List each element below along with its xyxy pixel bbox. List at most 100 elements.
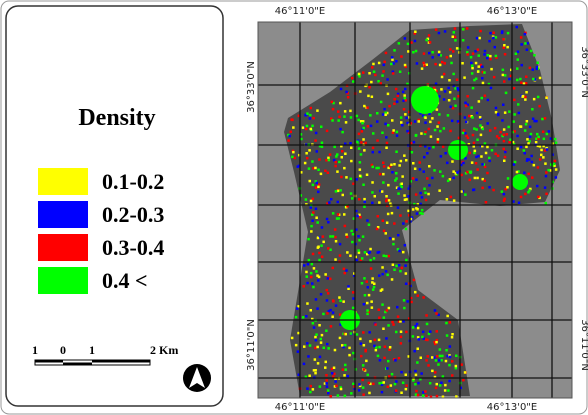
density-pixel xyxy=(340,144,343,148)
density-pixel xyxy=(511,140,515,144)
density-pixel xyxy=(434,386,438,390)
density-pixel xyxy=(506,177,510,180)
density-pixel xyxy=(399,269,402,273)
density-pixel xyxy=(538,158,542,161)
density-pixel xyxy=(428,112,431,115)
density-pixel xyxy=(314,346,317,350)
density-pixel xyxy=(312,326,316,329)
density-pixel xyxy=(461,189,465,193)
density-pixel xyxy=(338,254,342,257)
density-pixel xyxy=(502,192,506,196)
density-pixel xyxy=(455,395,458,398)
density-pixel xyxy=(426,177,429,180)
density-pixel xyxy=(306,342,309,345)
density-pixel xyxy=(460,190,463,193)
density-pixel xyxy=(401,175,404,178)
density-pixel xyxy=(501,119,504,122)
density-pixel xyxy=(336,170,339,173)
density-pixel xyxy=(333,228,337,231)
density-pixel xyxy=(352,297,355,300)
density-pixel xyxy=(476,168,479,171)
density-pixel xyxy=(345,176,348,179)
density-pixel xyxy=(329,308,332,312)
density-pixel xyxy=(474,50,477,53)
density-pixel xyxy=(312,116,315,120)
density-pixel xyxy=(347,285,350,288)
density-pixel xyxy=(369,114,372,117)
density-pixel xyxy=(370,300,373,303)
density-pixel xyxy=(334,235,337,239)
density-pixel xyxy=(508,77,511,81)
density-pixel xyxy=(356,140,359,143)
density-pixel xyxy=(406,121,409,125)
density-pixel xyxy=(403,96,407,100)
density-pixel xyxy=(364,141,367,145)
density-pixel xyxy=(388,348,391,351)
density-pixel xyxy=(322,346,325,349)
density-pixel xyxy=(336,213,340,216)
density-pixel xyxy=(376,112,379,115)
density-pixel xyxy=(345,269,348,272)
density-pixel xyxy=(384,232,387,235)
density-pixel xyxy=(308,179,311,183)
density-pixel xyxy=(465,120,468,124)
density-pixel xyxy=(296,350,300,353)
density-pixel xyxy=(488,159,491,163)
density-pixel xyxy=(349,332,353,335)
density-pixel xyxy=(315,270,318,273)
density-pixel xyxy=(309,127,312,131)
density-pixel xyxy=(357,251,361,254)
density-pixel xyxy=(424,338,428,341)
density-pixel xyxy=(483,71,486,74)
density-pixel xyxy=(497,137,501,140)
density-pixel xyxy=(372,62,375,66)
density-pixel xyxy=(414,383,417,386)
density-pixel xyxy=(363,294,367,297)
density-pixel xyxy=(469,56,473,59)
density-pixel xyxy=(387,254,391,258)
density-pixel xyxy=(412,278,416,282)
density-pixel xyxy=(387,199,391,202)
density-pixel xyxy=(426,355,429,358)
density-pixel xyxy=(438,113,441,116)
density-pixel xyxy=(300,137,303,141)
density-pixel xyxy=(427,127,431,131)
density-pixel xyxy=(509,138,512,141)
density-pixel xyxy=(326,292,330,295)
density-pixel xyxy=(320,255,324,258)
density-pixel xyxy=(339,101,342,105)
density-pixel xyxy=(443,30,447,33)
density-pixel xyxy=(471,116,474,119)
density-pixel xyxy=(325,329,328,332)
density-pixel xyxy=(416,336,420,339)
density-pixel xyxy=(381,131,384,134)
density-pixel xyxy=(371,277,374,280)
density-pixel xyxy=(290,336,294,340)
density-pixel xyxy=(361,235,365,238)
density-pixel xyxy=(405,116,408,120)
density-pixel xyxy=(362,331,365,334)
density-pixel xyxy=(309,384,312,388)
density-pixel xyxy=(519,145,523,149)
density-pixel xyxy=(338,336,342,340)
density-pixel xyxy=(370,163,374,167)
density-pixel xyxy=(390,163,393,166)
density-pixel xyxy=(380,383,384,386)
density-pixel xyxy=(349,109,352,113)
density-pixel xyxy=(342,332,345,336)
density-pixel xyxy=(457,88,460,92)
density-pixel xyxy=(513,130,516,133)
density-pixel xyxy=(407,355,410,358)
density-pixel xyxy=(385,198,389,201)
density-pixel xyxy=(381,113,385,116)
density-pixel xyxy=(334,240,338,243)
density-pixel xyxy=(385,195,388,198)
density-pixel xyxy=(389,164,392,168)
density-pixel xyxy=(347,287,350,290)
density-pixel xyxy=(327,391,330,395)
density-pixel xyxy=(445,198,449,201)
density-pixel xyxy=(416,361,419,364)
density-pixel xyxy=(417,120,420,123)
density-pixel xyxy=(427,364,430,367)
density-pixel xyxy=(303,345,306,348)
